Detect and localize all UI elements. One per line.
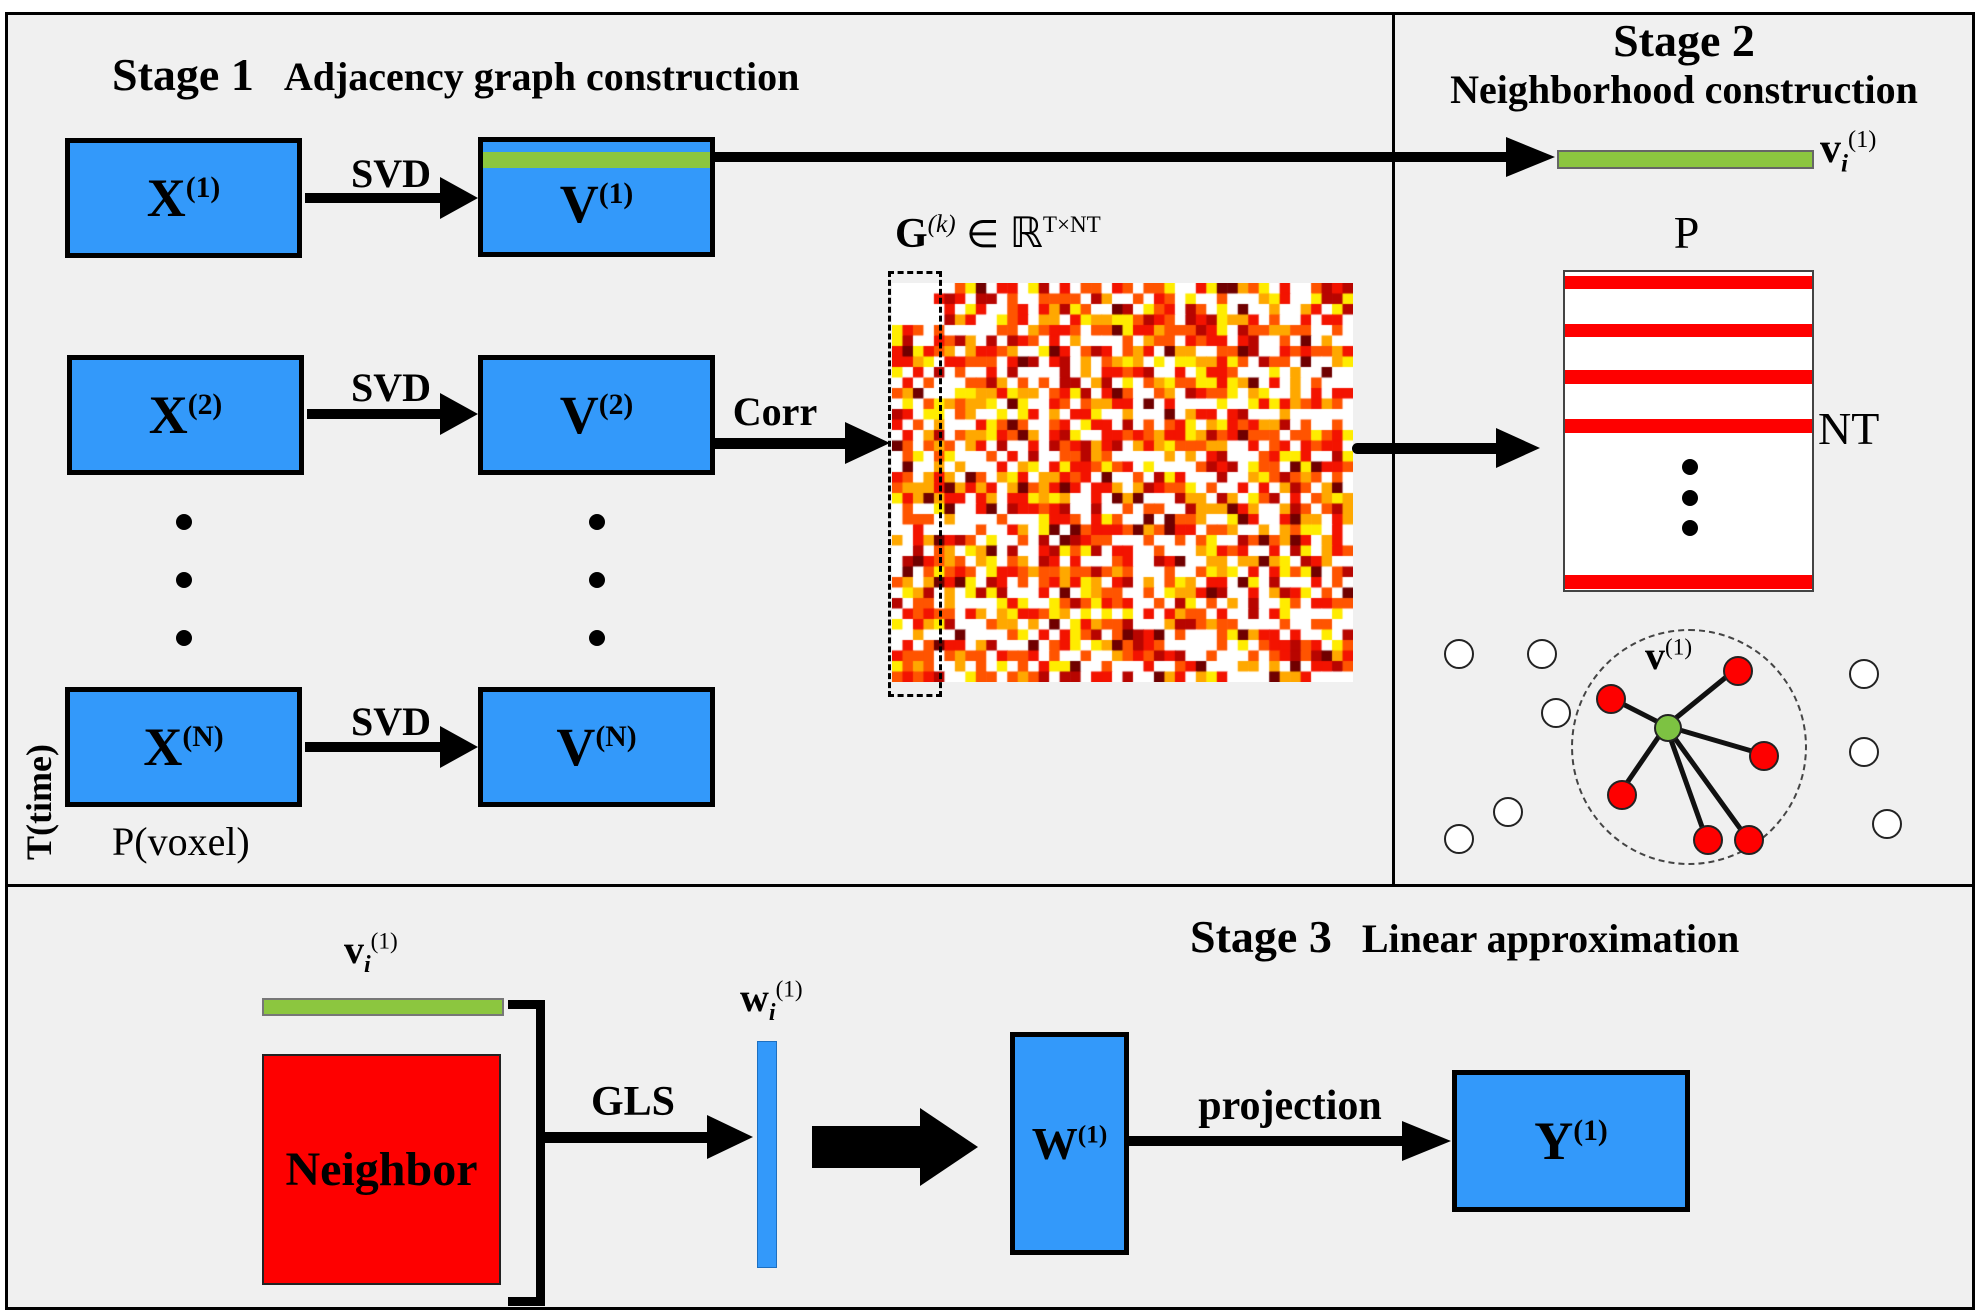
stage3-title-text: Linear approximation	[1361, 916, 1740, 961]
wi-column-bar	[757, 1041, 777, 1268]
svd-label-1: SVD	[350, 151, 432, 196]
outside-voxel-node	[1527, 639, 1557, 669]
stack-bracket	[508, 1000, 545, 1306]
neighbor-voxel-node	[1596, 684, 1626, 714]
stage3-vi-bar	[262, 998, 504, 1016]
stage2-title-text: Neighborhood construction	[1450, 67, 1918, 112]
svd-label-2: SVD	[350, 365, 432, 410]
outside-voxel-node	[1444, 824, 1474, 854]
stage1-title-prefix: Stage 1	[112, 49, 254, 100]
corr-label: Corr	[732, 389, 818, 434]
neighbor-voxel-node	[1693, 825, 1723, 855]
neighbor-voxel-node	[1607, 780, 1637, 810]
x1-matrix-box: X(1)	[65, 138, 302, 258]
xn-matrix-box: X(N)	[65, 687, 302, 807]
stack-to-w-arrow	[812, 1126, 920, 1168]
projection-label: projection	[1198, 1083, 1382, 1129]
matrix-nt-label: NT	[1818, 403, 1880, 454]
vi-vector-label: vi(1)	[1820, 126, 1877, 178]
stage1-v-ellipsis-dot	[589, 572, 605, 588]
heatmap-to-matrix-arrowhead	[1496, 428, 1540, 468]
svd-arrowhead-1	[440, 177, 478, 219]
neighbor-label: Neighbor	[285, 1143, 478, 1196]
stage1-x-ellipsis-dot	[176, 514, 192, 530]
stage1-x-ellipsis-dot	[176, 572, 192, 588]
wi-label: wi(1)	[740, 975, 803, 1026]
neighbor-matrix-box: Neighbor	[262, 1054, 501, 1285]
matrix-p-label: P	[1673, 207, 1700, 258]
graph-center-label: v(1)	[1645, 633, 1693, 678]
stage1-x-ellipsis-dot	[176, 630, 192, 646]
matrix-selected-row-3	[1565, 370, 1812, 384]
heatmap-to-matrix-arrow	[1352, 443, 1496, 454]
corr-arrow	[713, 438, 845, 449]
outside-voxel-node	[1849, 737, 1879, 767]
outside-voxel-node	[1872, 809, 1902, 839]
matrix-ellipsis-dot	[1682, 490, 1698, 506]
v1-label: V(1)	[559, 174, 634, 234]
stage1-title: Stage 1 Adjacency graph construction	[112, 48, 799, 101]
projection-arrowhead	[1402, 1121, 1451, 1161]
svd-arrow-n	[305, 742, 442, 752]
svd-arrow-1	[305, 193, 442, 203]
neighbor-selection-matrix	[1563, 270, 1814, 592]
stage3-divider	[5, 884, 1975, 887]
y1-label: Y(1)	[1534, 1111, 1608, 1171]
svd-label-n: SVD	[350, 699, 432, 744]
matrix-selected-row-5	[1565, 575, 1812, 589]
projection-arrow	[1129, 1136, 1402, 1146]
time-axis-label: T(time)	[19, 744, 59, 860]
outside-voxel-node	[1541, 698, 1571, 728]
matrix-selected-row-2	[1565, 324, 1812, 337]
voxel-axis-label: P(voxel)	[112, 819, 250, 864]
stage3-vi-label: vi(1)	[344, 927, 398, 978]
corr-arrowhead	[845, 422, 890, 464]
stage1-v-ellipsis-dot	[589, 514, 605, 530]
adjacency-heatmap	[892, 283, 1353, 682]
v1-to-vi-arrowhead	[1506, 137, 1555, 177]
xn-label: X(N)	[143, 717, 224, 777]
v2-label: V(2)	[559, 385, 634, 445]
g-matrix-label: G(k) ∈ ℝT×NT	[895, 211, 1101, 257]
gls-arrowhead	[707, 1115, 753, 1159]
vi-row-vector-bar	[1557, 150, 1814, 169]
svd-arrowhead-2	[440, 393, 478, 435]
stage3-title: Stage 3 Linear approximation	[1190, 910, 1739, 963]
neighbor-voxel-node	[1723, 656, 1753, 686]
outside-voxel-node	[1444, 639, 1474, 669]
x2-label: X(2)	[148, 385, 223, 445]
matrix-selected-row-4	[1565, 419, 1812, 433]
matrix-ellipsis-dot	[1682, 459, 1698, 475]
neighborhood-circle	[1571, 629, 1807, 865]
outside-voxel-node	[1493, 797, 1523, 827]
v1-matrix-box: V(1)	[478, 137, 715, 257]
x2-matrix-box: X(2)	[67, 355, 304, 475]
heatmap-column-roi	[888, 271, 942, 697]
outside-voxel-node	[1849, 659, 1879, 689]
center-voxel-node	[1654, 714, 1682, 742]
neighbor-voxel-node	[1734, 825, 1764, 855]
gls-label: GLS	[590, 1079, 676, 1125]
stage2-title-prefix: Stage 2	[1613, 15, 1755, 66]
vn-matrix-box: V(N)	[478, 687, 715, 807]
w1-label: W(1)	[1031, 1117, 1108, 1169]
y1-matrix-box: Y(1)	[1452, 1070, 1690, 1212]
v1-selected-row-stripe	[483, 152, 710, 168]
v2-matrix-box: V(2)	[478, 355, 715, 475]
matrix-selected-row-1	[1565, 276, 1812, 289]
svd-arrow-2	[307, 409, 442, 419]
matrix-ellipsis-dot	[1682, 520, 1698, 536]
x1-label: X(1)	[146, 168, 221, 228]
stage1-title-text: Adjacency graph construction	[283, 54, 800, 99]
v1-to-vi-arrow	[715, 152, 1506, 162]
stage3-title-prefix: Stage 3	[1190, 911, 1332, 962]
gls-arrow	[545, 1132, 707, 1143]
neighbor-voxel-node	[1749, 741, 1779, 771]
svd-arrowhead-n	[440, 726, 478, 768]
stack-to-w-arrowhead	[920, 1108, 978, 1186]
w1-matrix-box: W(1)	[1010, 1032, 1129, 1255]
vn-label: V(N)	[556, 717, 637, 777]
stage1-v-ellipsis-dot	[589, 630, 605, 646]
